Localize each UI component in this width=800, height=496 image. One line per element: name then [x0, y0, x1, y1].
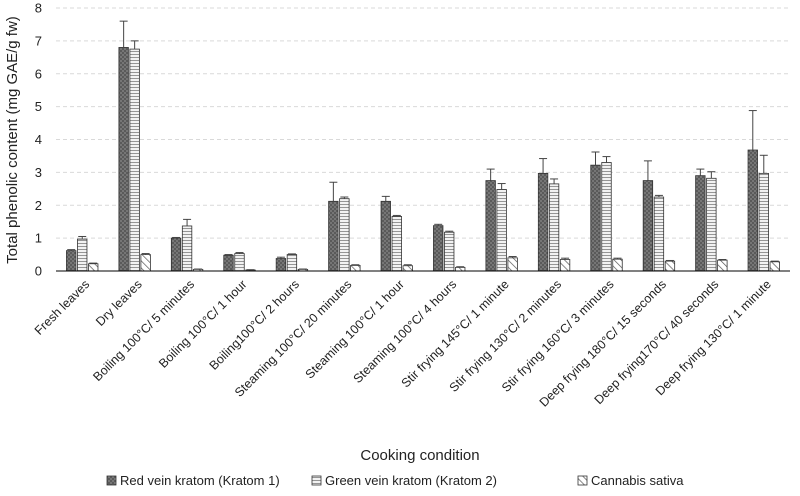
bar-series-2 [548, 183, 560, 272]
bar-series-1 [223, 254, 234, 272]
legend-label: Cannabis sativa [591, 473, 684, 488]
bar-series-1 [695, 175, 706, 272]
bar-series-1 [118, 47, 129, 272]
bar-series-2 [653, 196, 665, 272]
x-tick-label: Stir frying 145°C/ 1 minute [399, 277, 512, 390]
x-tick-label: Fresh leaves [32, 277, 93, 338]
x-tick-label: Dry leaves [93, 277, 145, 329]
bar-series-2 [444, 231, 455, 272]
x-tick-label: Boiling 100°C/ 1 hour [156, 277, 250, 371]
y-tick-label: 2 [35, 198, 42, 213]
x-axis-title: Cooking condition [360, 447, 479, 464]
x-tick-label: Boiling100°C/ 2 hours [207, 277, 302, 372]
y-tick-label: 8 [35, 1, 42, 16]
bar-series-3 [717, 259, 728, 272]
bar-series-2 [706, 177, 717, 272]
bar-series-1 [642, 180, 654, 272]
y-tick-label: 3 [35, 165, 42, 180]
bar-series-3 [769, 261, 780, 272]
bar-series-2 [129, 48, 140, 272]
y-axis-title: Total phenolic content (mg GAE/g fw) [4, 16, 21, 264]
y-tick-label: 7 [35, 33, 42, 48]
bar-series-1 [433, 225, 444, 272]
bar-series-3 [507, 257, 518, 272]
bar-series-3 [455, 266, 466, 272]
bar-series-1 [747, 149, 758, 272]
bar-series-3 [612, 258, 623, 272]
error-bars-group [67, 20, 779, 271]
bar-series-3 [664, 260, 676, 272]
bar-series-1 [537, 172, 549, 272]
bar-series-3 [88, 263, 99, 272]
bar-series-1 [590, 164, 601, 272]
bar-series-1 [275, 258, 287, 272]
y-tick-label: 4 [35, 132, 42, 147]
legend-swatch [106, 475, 117, 486]
y-axis-ticks: 0 1 2 3 4 5 6 7 8 [35, 1, 42, 279]
bar-series-2 [601, 162, 612, 272]
bar-series-2 [286, 254, 298, 272]
bar-series-3 [140, 254, 151, 272]
y-tick-label: 1 [35, 231, 42, 246]
y-tick-label: 5 [35, 99, 42, 114]
bar-series-2 [77, 238, 88, 272]
bar-series-2 [391, 216, 402, 272]
bar-series-1 [328, 200, 339, 272]
y-tick-label: 0 [35, 264, 42, 279]
bar-series-1 [380, 200, 391, 272]
bar-series-1 [66, 250, 77, 272]
gridlines [56, 7, 790, 239]
bar-series-1 [170, 237, 182, 272]
x-tick-label: Steaming 100°C/ 1 hour [303, 277, 407, 381]
bar-series-1 [485, 180, 496, 272]
bar-series-2 [181, 225, 193, 272]
bar-series-2 [758, 172, 769, 272]
bar-series-2 [339, 198, 350, 272]
x-tick-label: Deep frying 130°C/ 1 minute [653, 277, 774, 398]
bar-series-3 [350, 265, 361, 272]
y-tick-label: 6 [35, 66, 42, 81]
bar-series-3 [402, 265, 413, 272]
x-tick-label: Steaming 100°C/ 4 hours [351, 277, 460, 386]
bar-series-2 [496, 189, 507, 272]
legend-swatch [577, 475, 588, 486]
bar-series-3 [559, 259, 571, 272]
legend: Red vein kratom (Kratom 1) Green vein kra… [106, 473, 684, 488]
legend-label: Green vein kratom (Kratom 2) [325, 473, 497, 488]
bar-series-2 [234, 253, 245, 272]
legend-swatch [311, 475, 322, 486]
x-tick-label: Boiling 100°C/ 5 minutes [90, 277, 197, 384]
legend-label: Red vein kratom (Kratom 1) [120, 473, 280, 488]
